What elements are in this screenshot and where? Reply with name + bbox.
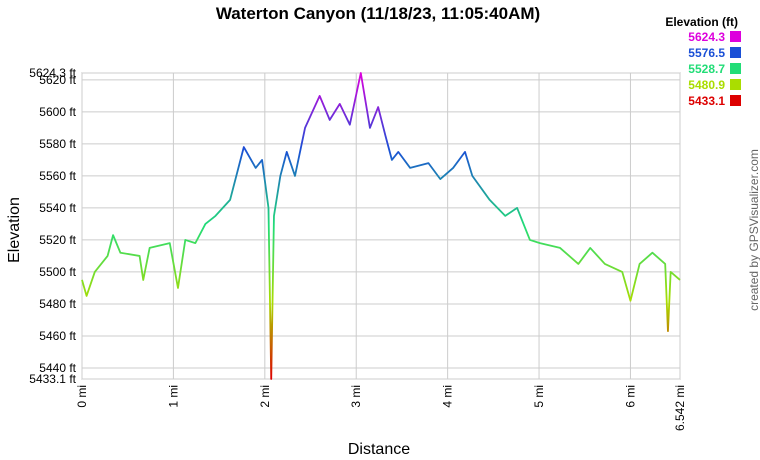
x-tick-label: 6 mi xyxy=(623,385,637,408)
legend-label: 5576.5 xyxy=(688,46,725,60)
legend-swatch xyxy=(730,95,741,106)
y-tick-label: 5540 ft xyxy=(39,201,76,215)
legend-label: 5528.7 xyxy=(688,62,725,76)
y-tick-label: 5500 ft xyxy=(39,265,76,279)
y-tick-label: 5520 ft xyxy=(39,233,76,247)
x-tick-label: 3 mi xyxy=(349,385,363,408)
x-tick-label: 0 mi xyxy=(75,385,89,408)
plot-area xyxy=(81,72,681,380)
x-tick-label: 5 mi xyxy=(532,385,546,408)
legend-label: 5480.9 xyxy=(688,78,725,92)
legend-swatch xyxy=(730,63,741,74)
legend-title: Elevation (ft) xyxy=(665,15,738,29)
chart-title: Waterton Canyon (11/18/23, 11:05:40AM) xyxy=(216,4,540,23)
legend-swatch xyxy=(730,47,741,58)
y-tick-label: 5480 ft xyxy=(39,297,76,311)
y-axis-label: Elevation xyxy=(6,197,23,263)
y-tick-label: 5460 ft xyxy=(39,329,76,343)
x-tick-label: 2 mi xyxy=(258,385,272,408)
y-tick-label: 5560 ft xyxy=(39,169,76,183)
y-tick-label: 5624.3 ft xyxy=(29,66,76,80)
x-tick-label: 1 mi xyxy=(166,385,180,408)
y-tick-label: 5433.1 ft xyxy=(29,372,76,386)
y-tick-label: 5440 ft xyxy=(39,361,76,375)
legend-swatch xyxy=(730,31,741,42)
elevation-line xyxy=(81,72,681,380)
x-axis-label: Distance xyxy=(348,441,410,458)
credit: created by GPSVisualizer.com xyxy=(747,149,760,311)
legend-label: 5624.3 xyxy=(688,30,725,44)
y-tick-label: 5620 ft xyxy=(39,73,76,87)
legend-swatch xyxy=(730,79,741,90)
x-tick-label: 6.542 mi xyxy=(673,385,687,431)
x-tick-label: 4 mi xyxy=(441,385,455,408)
y-tick-label: 5580 ft xyxy=(39,137,76,151)
legend-label: 5433.1 xyxy=(688,94,725,108)
y-tick-label: 5600 ft xyxy=(39,105,76,119)
